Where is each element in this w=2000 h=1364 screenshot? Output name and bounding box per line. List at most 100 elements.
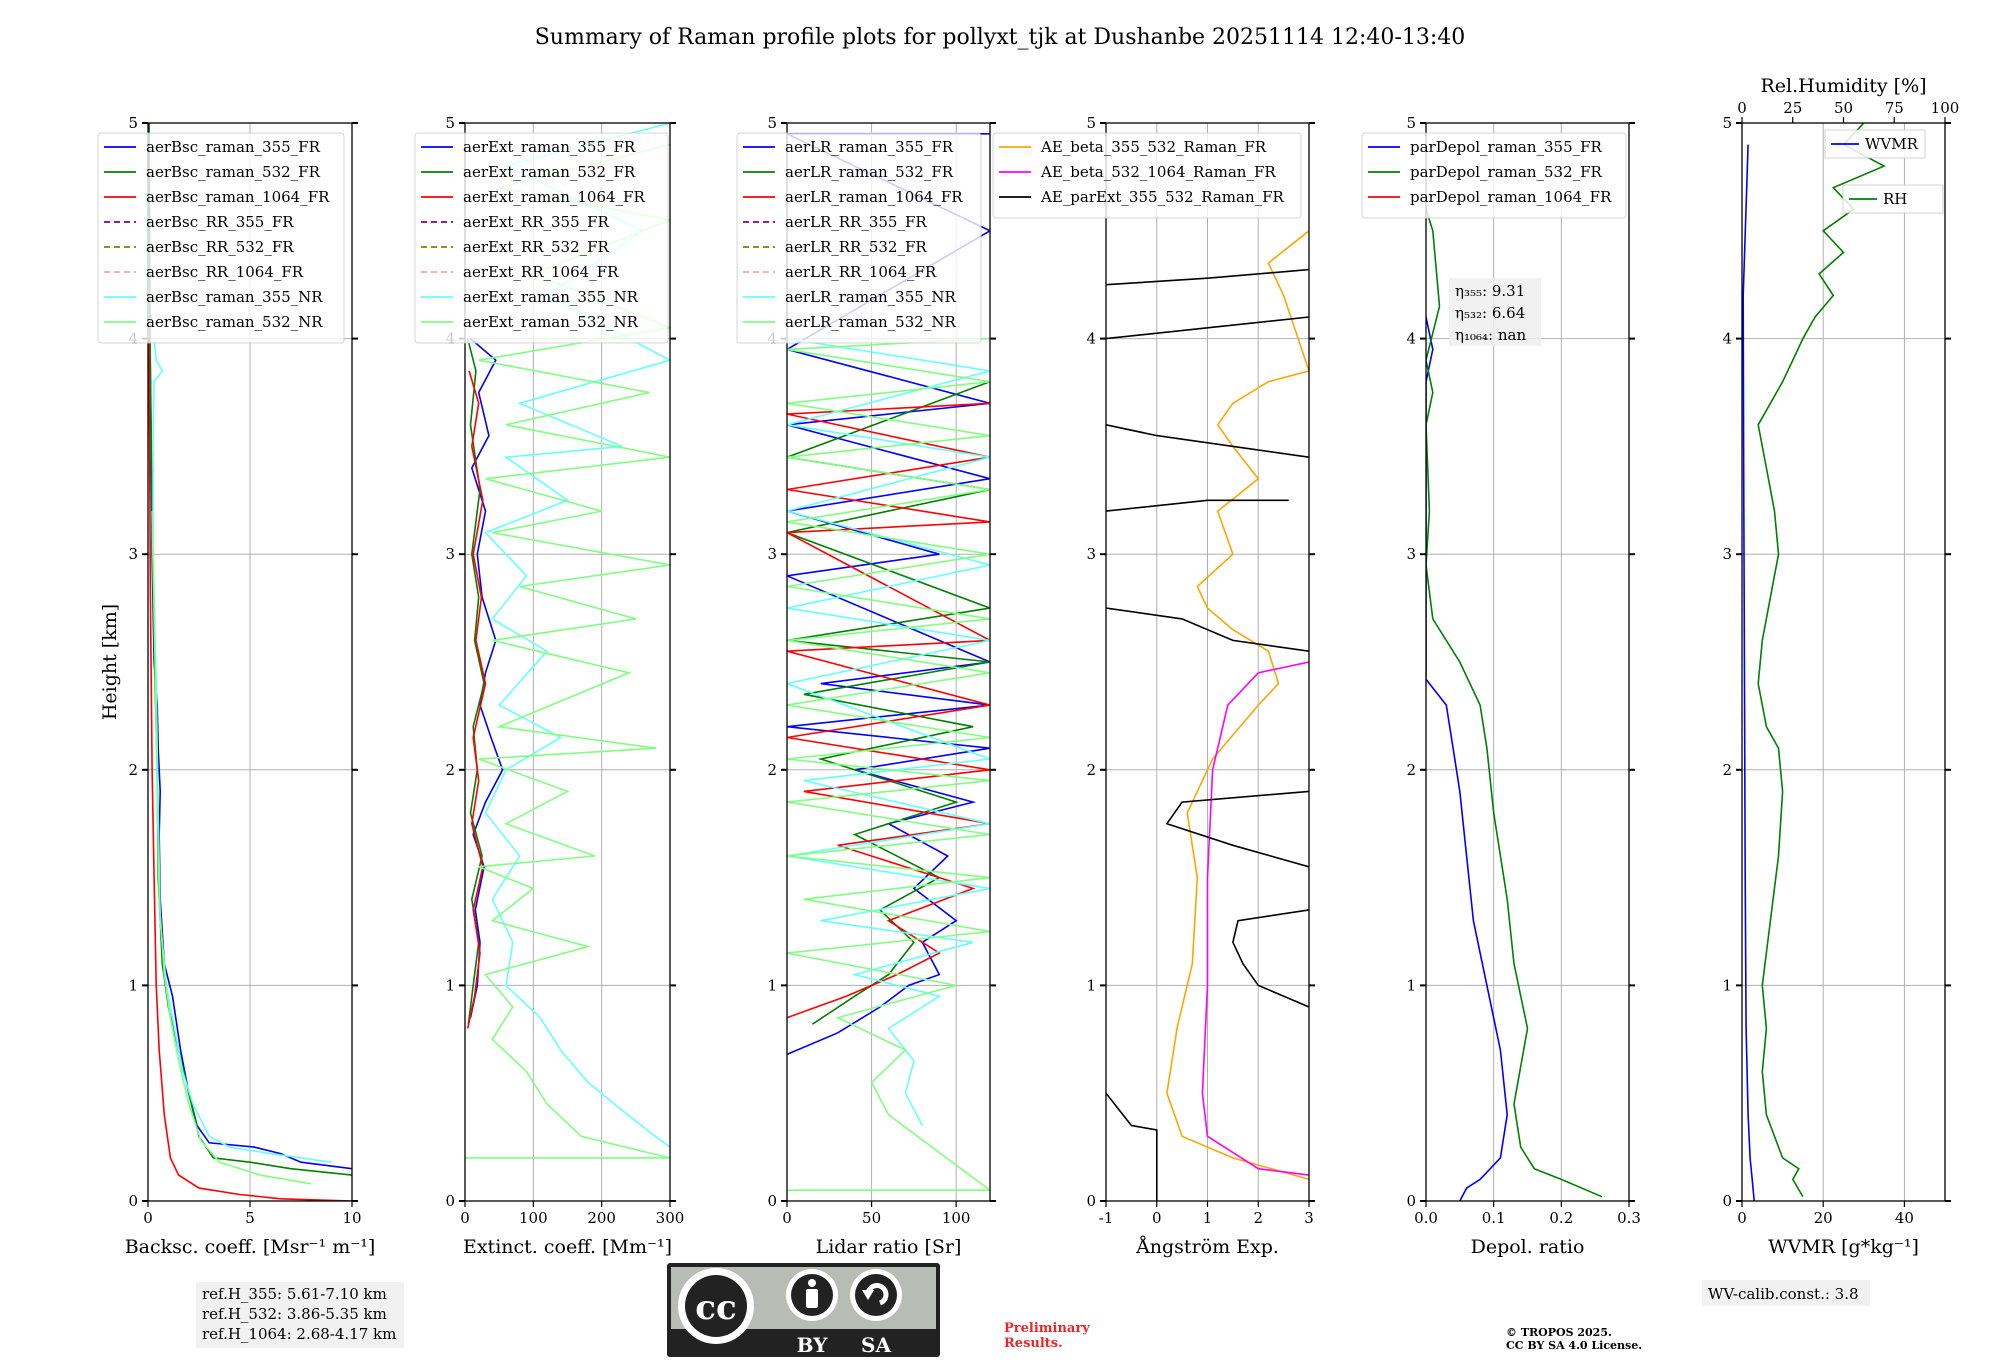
depol-ytick-label: 3 (1406, 545, 1416, 563)
legend-label: AE_parExt_355_532_Raman_FR (1040, 188, 1285, 206)
ext-xtick-label: 100 (519, 1209, 548, 1227)
legend-label: aerBsc_raman_355_FR (146, 138, 321, 156)
ae-ytick-label: 3 (1086, 545, 1096, 563)
series-aerExt_raman_355_NR (484, 123, 670, 1148)
wv-ytick-label: 3 (1722, 545, 1732, 563)
ae-legend (992, 132, 1302, 219)
bsc-legend (97, 132, 345, 344)
wv-toptick-label: 50 (1834, 99, 1853, 117)
ae-ytick-label: 0 (1086, 1192, 1096, 1210)
depol-xtick-label: 0.1 (1482, 1209, 1506, 1227)
ae-xtick-label: 1 (1203, 1209, 1213, 1227)
lr-ytick-label: 2 (767, 761, 777, 779)
ae-ytick-label: 2 (1086, 761, 1096, 779)
wv-toptick-label: 25 (1783, 99, 1802, 117)
series-aerBsc_raman_532_NR (151, 511, 312, 1185)
eta-box: η₃₅₅: 9.31 η₅₃₂: 6.64 η₁₀₆₄: nan (1449, 278, 1541, 346)
eta-532: η₅₃₂: 6.64 (1455, 304, 1525, 322)
wv-xlabel: WVMR [g*kg⁻¹] (1768, 1236, 1919, 1258)
series-aerLR_raman_1064_FR (787, 402, 990, 1019)
legend-label: aerExt_RR_1064_FR (463, 263, 619, 281)
depol-ytick-label: 2 (1406, 761, 1416, 779)
series-aerLR_raman_355_NR (787, 337, 990, 1126)
bsc-xtick-label: 5 (245, 1209, 255, 1227)
series-aerLR_raman_532_NR (787, 337, 990, 1191)
lr-xtick-label: 0 (782, 1209, 792, 1227)
bsc-ytick-label: 5 (128, 114, 138, 132)
series-WVMR (1742, 144, 1755, 1201)
ref-h-1064: ref.H_1064: 2.68-4.17 km (202, 1325, 396, 1343)
preliminary-line2: Results. (1004, 1336, 1063, 1351)
legend-label: aerLR_RR_355_FR (785, 213, 927, 231)
legend-label: aerBsc_raman_532_NR (146, 313, 323, 331)
lr-frame (786, 122, 991, 1202)
series-AE_parExt_355_532_Raman_FR_seg3 (1165, 790, 1309, 868)
lr-ytick-label: 5 (767, 114, 777, 132)
wv-toplabel: Rel.Humidity [%] (1760, 75, 1926, 97)
legend-label: parDepol_raman_355_FR (1410, 138, 1603, 156)
series-aerLR_raman_532_FR (787, 380, 990, 1025)
legend-label: aerExt_RR_355_FR (463, 213, 610, 231)
preliminary-line1: Preliminary (1004, 1321, 1090, 1336)
legend-label: aerExt_RR_532_FR (463, 238, 610, 256)
wv-calib-text: WV-calib.const.: 3.8 (1708, 1285, 1859, 1303)
eta-355: η₃₅₅: 9.31 (1455, 282, 1525, 300)
wv-ytick-label: 0 (1722, 1192, 1732, 1210)
wv-ytick-label: 5 (1722, 114, 1732, 132)
series-AE_parExt_355_532_Raman_FR_seg4 (1106, 607, 1309, 652)
legend-label: aerBsc_RR_532_FR (146, 238, 294, 256)
sa-label: SA (861, 1333, 891, 1357)
figure-title: Summary of Raman profile plots for polly… (535, 25, 1466, 50)
wv-panel: 0 20 40 0 1 2 3 4 5 WVMR [g*kg⁻¹] 0 25 50 75 100 Rel.Hu… (1722, 75, 1959, 1258)
panels: 0510012345Backsc. coeff. [Msr⁻¹ m⁻¹]Heig… (97, 75, 1959, 1258)
ext-xtick-label: 200 (587, 1209, 616, 1227)
lr-legend (736, 132, 982, 344)
wv-calib-box: WV-calib.const.: 3.8 (1702, 1280, 1870, 1306)
legend-label: aerLR_raman_532_FR (785, 163, 954, 181)
ae-xtick-label: -1 (1099, 1209, 1114, 1227)
preliminary-note: Preliminary Results. (1004, 1321, 1090, 1351)
wv-toptick-label: 0 (1737, 99, 1747, 117)
ext-ytick-label: 1 (445, 976, 455, 994)
depol-xtick-label: 0.3 (1617, 1209, 1641, 1227)
legend-label: RH (1883, 190, 1907, 208)
series-parDepol_raman_532_FR (1426, 208, 1603, 1198)
legend-label: aerBsc_RR_1064_FR (146, 263, 304, 281)
ext-xlabel: Extinct. coeff. [Mm⁻¹] (463, 1236, 672, 1258)
series-RH (1757, 123, 1886, 1198)
wv-toptick-label: 75 (1885, 99, 1904, 117)
series-aerBsc_raman_355_NR (152, 338, 332, 1163)
lr-panel: 050100012345Lidar ratio [Sr]aerLR_raman_… (736, 114, 996, 1258)
series-AE_parExt_355_532_Raman_FR (1106, 1092, 1158, 1201)
legend-label: parDepol_raman_532_FR (1410, 163, 1603, 181)
depol-ytick-label: 0 (1406, 1192, 1416, 1210)
ref-h-532: ref.H_532: 3.86-5.35 km (202, 1305, 387, 1323)
series-AE_parExt_355_532_Raman_FR_seg2 (1232, 909, 1309, 1008)
ae-xtick-label: 0 (1152, 1209, 1162, 1227)
legend-label: aerExt_raman_532_FR (463, 163, 636, 181)
series-aerExt_raman_532_NR (465, 143, 670, 1159)
legend-label: parDepol_raman_1064_FR (1410, 188, 1612, 206)
bsc-panel: 0510012345Backsc. coeff. [Msr⁻¹ m⁻¹]Heig… (97, 114, 375, 1258)
depol-xtick-label: 0.0 (1414, 1209, 1438, 1227)
series-AE_beta_532_1064_Raman_FR (1201, 661, 1309, 1176)
wv-xtick-label: 20 (1814, 1209, 1833, 1227)
legend-label: aerLR_RR_532_FR (785, 238, 927, 256)
ylabel: Height [km] (99, 604, 121, 720)
lr-ytick-label: 1 (767, 976, 777, 994)
series-AE_parExt_355_532_Raman_FR_seg8 (1106, 268, 1309, 286)
bsc-ytick-label: 1 (128, 976, 138, 994)
ae-ytick-label: 5 (1086, 114, 1096, 132)
ext-xtick-label: 300 (656, 1209, 685, 1227)
wv-ytick-label: 1 (1722, 976, 1732, 994)
copyright-note: © TROPOS 2025. CC BY SA 4.0 License. (1506, 1326, 1642, 1352)
series-AE_parExt_355_532_Raman_FR_seg5 (1106, 499, 1289, 512)
series-aerLR_raman_355_FR (787, 133, 990, 1056)
lr-xlabel: Lidar ratio [Sr] (816, 1236, 962, 1258)
ext-legend (414, 132, 669, 344)
ae-ytick-label: 1 (1086, 976, 1096, 994)
ae-ytick-label: 4 (1086, 330, 1096, 348)
legend-label: aerBsc_raman_1064_FR (146, 188, 330, 206)
wv-ytick-label: 2 (1722, 761, 1732, 779)
eta-1064: η₁₀₆₄: nan (1455, 326, 1526, 344)
